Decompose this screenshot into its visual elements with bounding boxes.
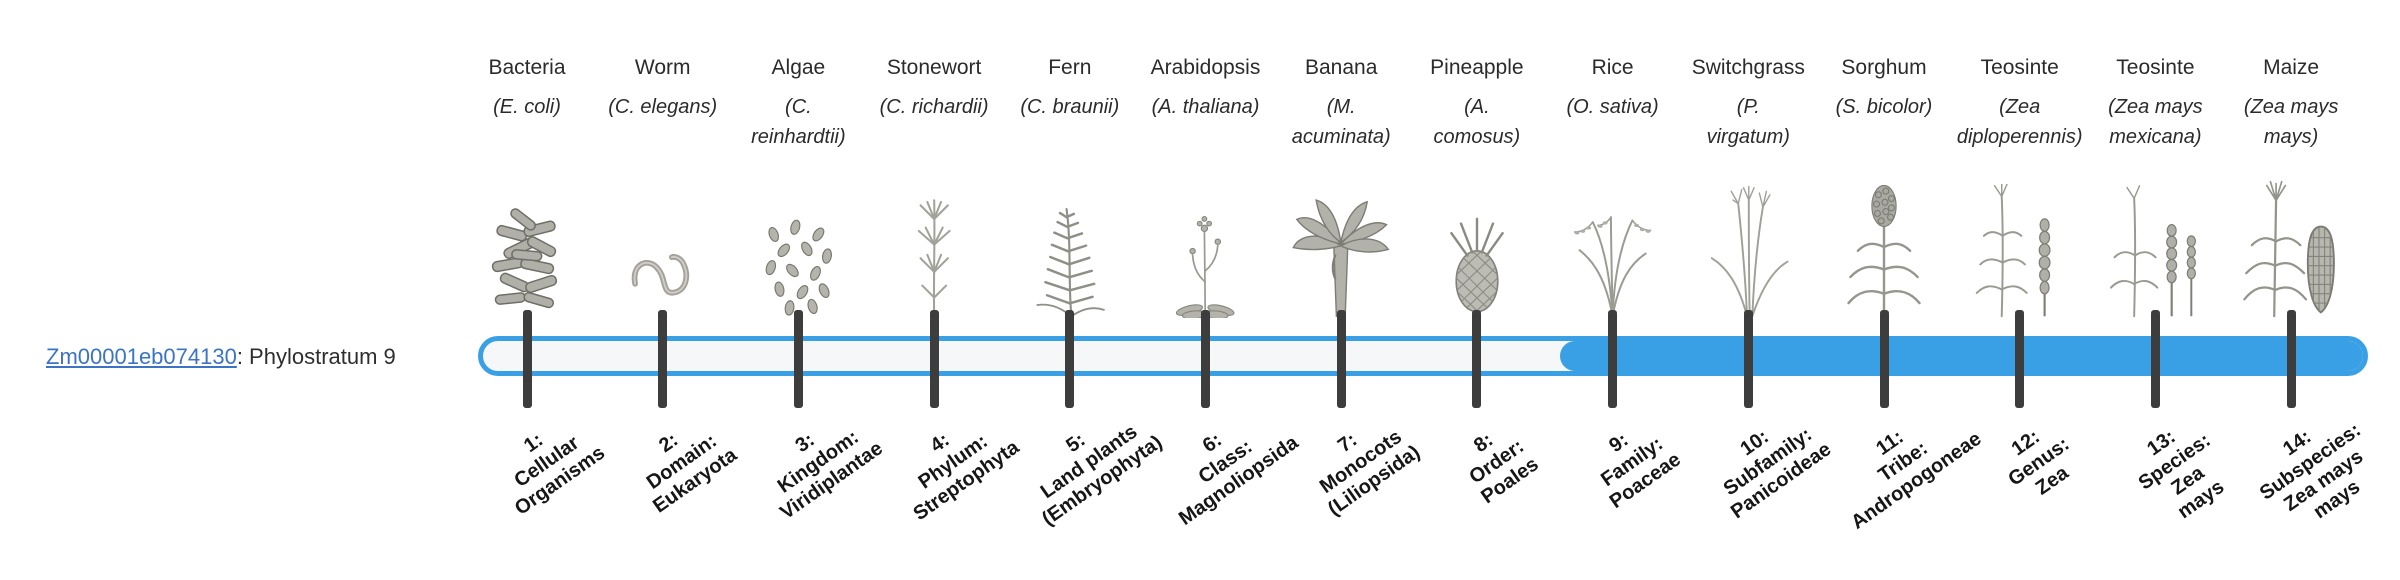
organism-name: Algae: [771, 56, 826, 79]
organism-name: Pineapple: [1430, 56, 1524, 79]
organism-scientific-name: (Zea mays mays): [2243, 96, 2339, 148]
teosinte-mexicana-illustration: [2102, 184, 2209, 318]
organism-column: Switchgrass (P. virgatum): [1663, 56, 1833, 318]
organism-name: Rice: [1591, 56, 1634, 79]
organism-column: Arabidopsis (A. thaliana): [1121, 56, 1291, 318]
organism-column: Teosinte (Zea mays mexicana): [2070, 56, 2240, 318]
phylostratum-tick-4: [929, 310, 939, 408]
organism-name: Bacteria: [488, 56, 566, 79]
gene-phylostratum-text: : Phylostratum 9: [236, 344, 396, 369]
organism-name: Fern: [1048, 56, 1092, 79]
organism-column: Bacteria (E. coli): [442, 56, 612, 318]
switchgrass-illustration: [1696, 186, 1802, 318]
organism-column: Stonewort (C. richardii): [849, 56, 1019, 318]
teosinte-diploperennis-illustration: [1966, 184, 2073, 318]
organism-scientific-name: (Zea diploperennis): [1956, 96, 2083, 148]
track-filled-region: [1560, 341, 2363, 371]
organism-column: Rice (O. sativa): [1528, 56, 1698, 318]
organism-name: Sorghum: [1841, 56, 1927, 79]
organism-name: Switchgrass: [1691, 56, 1805, 79]
organism-scientific-name: (A. comosus): [1433, 96, 1521, 148]
organism-column: Teosinte (Zea diploperennis): [1935, 56, 2105, 318]
phylostratum-tick-5: [1065, 310, 1075, 408]
organism-scientific-name: (P. virgatum): [1706, 96, 1790, 148]
phylostratum-tick-12: [2015, 310, 2025, 408]
phylostratum-tick-13: [2150, 310, 2160, 408]
maize-illustration: [2235, 178, 2347, 318]
phylostratum-tick-9: [1608, 310, 1618, 408]
worm-illustration: [625, 223, 701, 318]
gene-label: Zm00001eb074130: Phylostratum 9: [46, 344, 396, 370]
organism-name: Banana: [1304, 56, 1378, 79]
banana-illustration: [1288, 186, 1394, 318]
bacteria-illustration: [482, 206, 572, 318]
stage-label-wrap: 14: Subspecies: Zea mays mays: [2091, 419, 2400, 526]
phylostratum-tick-11: [1879, 310, 1889, 408]
algae-illustration: [755, 210, 841, 318]
pineapple-illustration: [1429, 198, 1525, 318]
organism-scientific-name: (C. elegans): [608, 96, 718, 118]
phylostratum-tick-6: [1201, 310, 1210, 408]
organism-column: Sorghum (S. bicolor): [1799, 56, 1969, 318]
organism-scientific-name: (A. thaliana): [1151, 96, 1260, 118]
phylostratum-tick-7: [1336, 310, 1346, 408]
organism-scientific-name: (C. reinhardtii): [751, 96, 846, 148]
organism-column: Worm (C. elegans): [578, 56, 748, 318]
organism-column: Maize (Zea mays mays): [2206, 56, 2376, 318]
organism-scientific-name: (Zea mays mexicana): [2108, 96, 2203, 148]
phylostratum-tick-1: [522, 310, 532, 408]
fern-illustration: [1021, 196, 1119, 318]
organism-name: Arabidopsis: [1150, 56, 1261, 79]
arabidopsis-illustration: [1158, 200, 1252, 318]
stage-label: 14: Subspecies: Zea mays mays: [2256, 419, 2368, 524]
organism-column: Fern (C. braunii): [985, 56, 1155, 318]
phylostratum-tick-3: [793, 310, 803, 408]
organism-column: Banana (M. acuminata): [1256, 56, 1426, 318]
organism-name: Stonewort: [886, 56, 982, 79]
organism-scientific-name: (M. acuminata): [1291, 96, 1391, 148]
phylostratum-tick-14: [2286, 310, 2296, 408]
gene-link[interactable]: Zm00001eb074130: [46, 344, 237, 369]
organism-name: Teosinte: [1980, 56, 2059, 79]
organism-column: Pineapple (A. comosus): [1392, 56, 1562, 318]
rice-illustration: [1563, 194, 1662, 318]
phylostratum-track: [478, 336, 2368, 376]
sorghum-illustration: [1828, 178, 1940, 318]
organism-name: Worm: [634, 56, 691, 79]
organism-scientific-name: (O. sativa): [1566, 96, 1659, 118]
stonewort-illustration: [883, 190, 985, 318]
organism-scientific-name: (C. richardii): [879, 96, 989, 118]
phylostratum-tick-10: [1743, 310, 1753, 408]
organism-name: Maize: [2263, 56, 2320, 79]
organism-scientific-name: (C. braunii): [1020, 96, 1120, 118]
organism-name: Teosinte: [2116, 56, 2195, 79]
organism-scientific-name: (S. bicolor): [1835, 96, 1933, 118]
organism-column: Algae (C. reinhardtii): [713, 56, 883, 318]
phylostratum-tick-2: [658, 310, 668, 408]
organism-scientific-name: (E. coli): [493, 96, 561, 118]
phylostratum-tick-8: [1472, 310, 1482, 408]
